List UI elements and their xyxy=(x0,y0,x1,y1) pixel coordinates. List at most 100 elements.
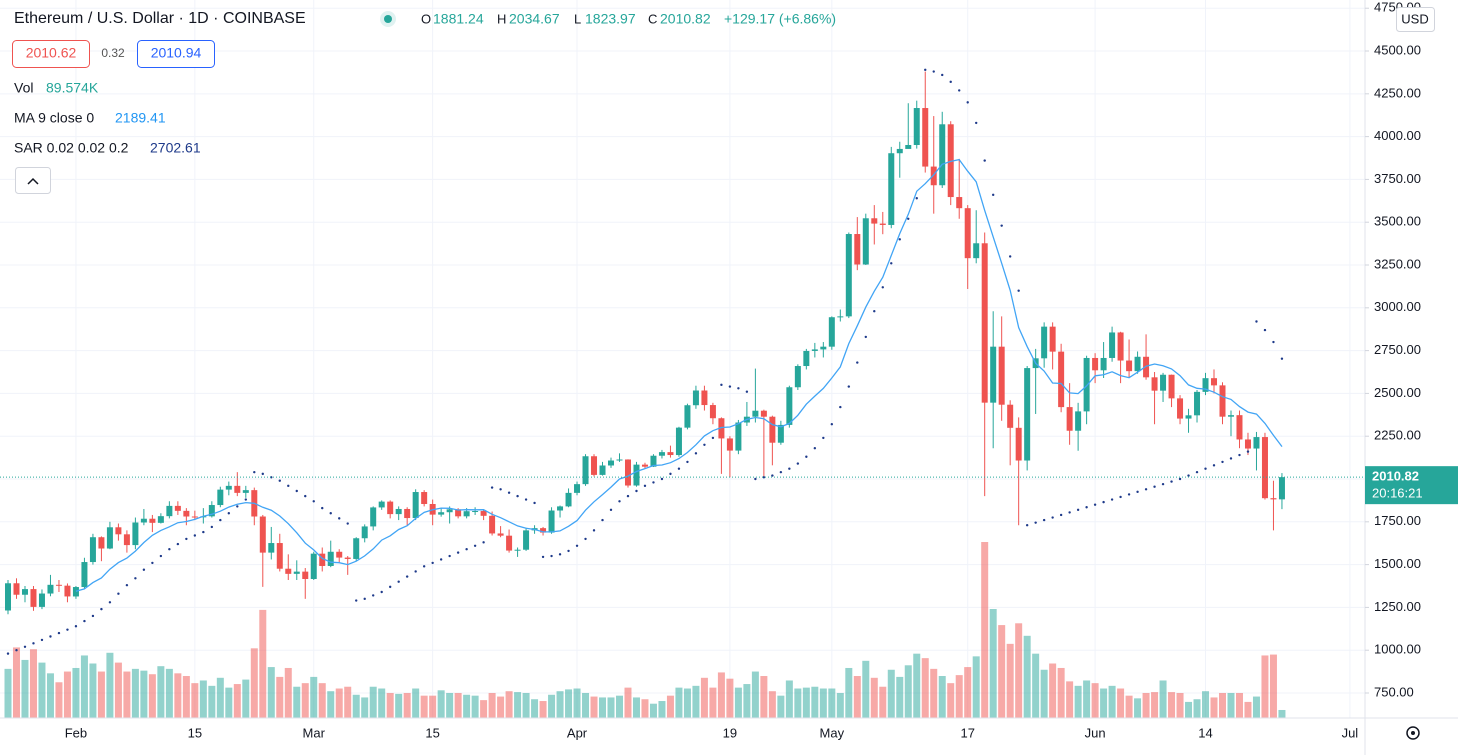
sar-dot xyxy=(185,537,188,541)
candle-body xyxy=(574,484,581,493)
volume-bar xyxy=(497,696,505,718)
candle-body xyxy=(888,153,895,225)
sar-dot xyxy=(1119,495,1122,499)
sar-dot xyxy=(1161,482,1165,486)
y-tick-label: 4250.00 xyxy=(1374,85,1421,100)
volume-bar xyxy=(624,687,632,718)
sar-dot xyxy=(456,551,460,554)
sar-dot xyxy=(635,489,638,493)
sar-dot xyxy=(1212,464,1216,467)
volume-bar xyxy=(191,683,199,718)
volume-bar xyxy=(1227,692,1235,718)
volume-bar xyxy=(972,656,980,718)
candle-body xyxy=(310,553,317,579)
candle-body xyxy=(217,489,224,506)
volume-bar xyxy=(675,687,683,718)
y-tick-label: 2250.00 xyxy=(1374,428,1421,443)
ma-line xyxy=(75,158,1283,592)
sar-dot xyxy=(991,193,995,197)
volume-bar xyxy=(55,682,63,718)
sar-dot xyxy=(924,68,927,72)
y-tick-label: 3250.00 xyxy=(1374,256,1421,271)
sar-dot xyxy=(1110,498,1114,501)
sar-dot xyxy=(907,217,910,220)
volume-bar xyxy=(114,662,122,718)
settings-icon[interactable] xyxy=(1406,726,1420,740)
volume-bar xyxy=(1134,698,1142,718)
volume-bar xyxy=(1269,654,1277,718)
sar-dot xyxy=(40,638,44,642)
candle-body xyxy=(472,511,479,513)
sar-dot xyxy=(1272,340,1275,344)
candle-body xyxy=(1177,398,1184,419)
volume-bar xyxy=(293,686,301,718)
candle-body xyxy=(582,456,589,485)
candle-body xyxy=(803,350,810,367)
candle-body xyxy=(565,492,572,507)
collapse-button[interactable] xyxy=(15,167,51,194)
volume-bar xyxy=(717,672,725,718)
volume-bar xyxy=(165,668,173,718)
volume-bar xyxy=(777,695,785,718)
sar-dot xyxy=(711,436,715,440)
sar-dot xyxy=(694,452,698,455)
candle-body xyxy=(293,571,300,574)
sar-dot xyxy=(49,635,52,638)
sar-dot xyxy=(1263,328,1267,332)
volume-bar xyxy=(454,692,462,718)
candle-body xyxy=(641,464,648,467)
sar-dot xyxy=(584,537,587,541)
volume-bar xyxy=(21,659,29,718)
candle-body xyxy=(633,464,640,486)
volume-bar xyxy=(599,697,607,718)
volume-bar xyxy=(1244,701,1252,718)
volume-bar xyxy=(463,694,471,718)
volume-bar xyxy=(420,695,428,718)
volume-bar xyxy=(80,655,88,718)
sar-dot xyxy=(1008,255,1012,258)
sell-button[interactable] xyxy=(12,40,90,68)
sar-dot xyxy=(677,467,681,470)
volume-bar xyxy=(276,676,284,718)
volume-bar xyxy=(1006,643,1014,718)
buy-button[interactable] xyxy=(137,40,215,68)
sar-dot xyxy=(448,554,451,558)
candle-body xyxy=(344,557,351,559)
volume-bar xyxy=(259,609,267,718)
volume-bar xyxy=(1040,669,1048,718)
sar-dot xyxy=(669,472,672,476)
candle-body xyxy=(548,510,555,533)
sar-dot xyxy=(125,583,129,587)
sar-dot xyxy=(941,73,944,77)
sar-dot xyxy=(507,491,511,494)
currency-button[interactable] xyxy=(1396,7,1435,32)
candle-body xyxy=(1244,439,1251,449)
volume-bar xyxy=(590,696,598,718)
candle-body xyxy=(879,223,886,225)
volume-bar xyxy=(930,668,938,718)
sar-dot xyxy=(898,238,901,241)
volume-bar xyxy=(641,699,649,718)
candle-body xyxy=(956,197,963,209)
candle-body xyxy=(412,492,419,519)
x-tick-label: Jun xyxy=(1085,725,1106,740)
candle-body xyxy=(650,455,657,467)
candle-body xyxy=(361,526,368,539)
volume-bar xyxy=(1049,663,1057,718)
candle-body xyxy=(1024,368,1031,461)
volume-bar xyxy=(921,658,929,718)
sar-dot xyxy=(355,599,358,602)
sar-dot xyxy=(932,70,935,73)
candle-body xyxy=(1083,357,1090,412)
sar-dot xyxy=(253,470,256,474)
volume-bar xyxy=(174,673,182,718)
sar-dot xyxy=(813,446,817,450)
sar-dot xyxy=(490,486,494,489)
volume-bar xyxy=(1261,655,1269,718)
sar-dot xyxy=(210,525,214,529)
candle-body xyxy=(684,405,691,428)
sar-dot xyxy=(193,534,197,537)
legend-label: SAR 0.02 0.02 0.2 xyxy=(14,140,129,156)
